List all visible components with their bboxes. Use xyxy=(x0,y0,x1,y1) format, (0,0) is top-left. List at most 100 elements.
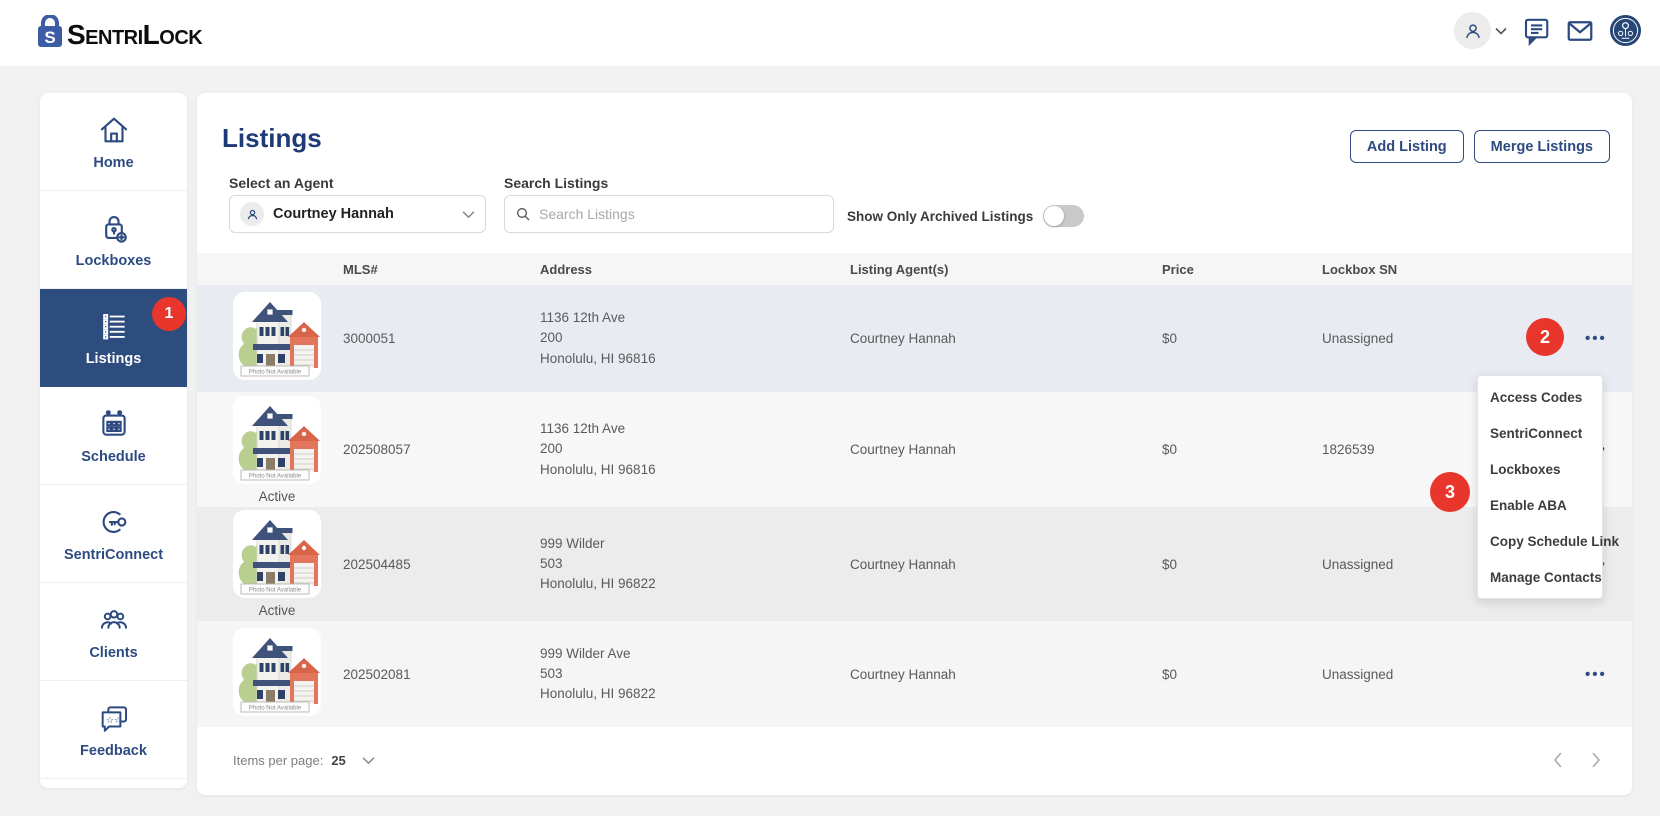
menu-item-sentriconnect[interactable]: SentriConnect xyxy=(1490,425,1583,441)
listing-thumbnail xyxy=(233,292,321,380)
sentrilock-lock-icon: S xyxy=(38,15,62,47)
row-more-options-button[interactable]: ••• xyxy=(1585,665,1607,683)
sidebar-item-sentriconnect[interactable]: SentriConnect xyxy=(40,485,187,583)
col-address: Address xyxy=(540,261,593,277)
listing-price: $0 xyxy=(1162,556,1178,572)
step-badge-3: 3 xyxy=(1430,472,1470,512)
person-icon xyxy=(247,209,257,219)
listing-price: $0 xyxy=(1162,442,1178,457)
sidebar-item-feedback[interactable]: ☆☆ Feedback xyxy=(40,681,187,779)
listings-panel: Listings Add Listing Merge Listings Sele… xyxy=(197,93,1632,795)
add-listing-button[interactable]: Add Listing xyxy=(1349,130,1464,163)
step-badge-1: 1 xyxy=(152,297,186,331)
listing-address: 999 Wilder Ave 503 Honolulu, HI 96822 xyxy=(540,645,656,702)
mls-number: 202508057 xyxy=(343,442,411,457)
listing-price: $0 xyxy=(1162,666,1178,682)
menu-item-manage-contacts[interactable]: Manage Contacts xyxy=(1490,569,1602,585)
lockbox-sn: Unassigned xyxy=(1322,556,1394,572)
sentriconnect-icon xyxy=(102,510,126,533)
sidebar-item-label: Clients xyxy=(89,644,138,661)
menu-item-access-codes[interactable]: Access Codes xyxy=(1490,389,1583,405)
listing-agent: Courtney Hannah xyxy=(850,556,956,572)
listing-status: Active xyxy=(258,488,296,504)
next-page-button[interactable] xyxy=(1590,751,1602,769)
sentrilock-logo[interactable]: S SentriLock xyxy=(36,15,203,50)
archived-toggle[interactable] xyxy=(1043,205,1085,227)
svg-text:☆☆: ☆☆ xyxy=(105,714,121,724)
brand-name: SentriLock xyxy=(67,19,203,50)
listing-address: 1136 12th Ave 200 Honolulu, HI 96816 xyxy=(540,310,656,366)
mail-icon[interactable] xyxy=(1565,16,1595,46)
listing-agent: Courtney Hannah xyxy=(850,331,956,346)
sidebar-item-label: Home xyxy=(93,154,134,171)
chevron-down-icon xyxy=(462,210,475,218)
agent-avatar xyxy=(240,202,264,226)
svg-text:S: S xyxy=(44,28,55,47)
items-per-page-select[interactable] xyxy=(362,756,375,765)
toggle-knob xyxy=(1044,206,1065,226)
chevron-down-icon xyxy=(1495,27,1507,35)
mls-number: 202504485 xyxy=(343,556,411,572)
lockbox-icon xyxy=(104,215,127,243)
agent-select-label: Select an Agent xyxy=(229,175,334,191)
table-row[interactable]: 3000051 1136 12th Ave 200 Honolulu, HI 9… xyxy=(197,285,1632,392)
listing-thumbnail xyxy=(233,396,321,484)
menu-item-enable-aba[interactable]: Enable ABA xyxy=(1490,497,1567,513)
lockbox-sn: Unassigned xyxy=(1322,666,1394,682)
person-icon xyxy=(1465,23,1480,38)
table-row[interactable]: 202502081 999 Wilder Ave 503 Honolulu, H… xyxy=(197,621,1632,727)
chat-icon[interactable] xyxy=(1521,16,1551,46)
sidebar-item-label: Feedback xyxy=(80,742,147,759)
row-more-options-button[interactable]: ••• xyxy=(1585,330,1607,347)
agent-select[interactable]: Courtney Hannah xyxy=(229,195,486,233)
pagination: Items per page: 25 xyxy=(197,727,1632,795)
mls-number: 3000051 xyxy=(343,331,396,346)
menu-item-copy-schedule-link[interactable]: Copy Schedule Link xyxy=(1490,533,1620,549)
sidebar-item-home[interactable]: Home xyxy=(40,93,187,191)
search-box xyxy=(504,195,834,233)
sidebar-item-label: Lockboxes xyxy=(75,252,152,269)
listing-status: Active xyxy=(258,603,296,618)
agent-select-value: Courtney Hannah xyxy=(273,206,394,222)
col-mls: MLS# xyxy=(343,261,378,277)
lockbox-sn: Unassigned xyxy=(1322,331,1394,346)
sidebar-item-label: Schedule xyxy=(81,448,146,465)
row-context-menu: Access Codes SentriConnect Lockboxes Ena… xyxy=(1477,375,1620,599)
feedback-icon: ☆☆ xyxy=(101,705,127,732)
table-header: MLS# Address Listing Agent(s) Price Lock… xyxy=(197,253,1632,285)
step-badge-2: 2 xyxy=(1526,318,1564,356)
search-input[interactable] xyxy=(539,206,823,222)
search-label: Search Listings xyxy=(504,175,609,191)
clients-icon xyxy=(100,609,127,629)
listing-agent: Courtney Hannah xyxy=(850,666,956,682)
calendar-icon xyxy=(101,409,126,436)
sidebar: Home Lockboxes Listings xyxy=(40,93,187,788)
search-icon xyxy=(517,208,530,221)
sidebar-item-schedule[interactable]: Schedule xyxy=(40,387,187,485)
user-menu[interactable] xyxy=(1454,12,1507,49)
sidebar-item-label: Listings xyxy=(85,351,142,367)
col-agent: Listing Agent(s) xyxy=(850,261,949,277)
listings-icon xyxy=(102,314,125,340)
listing-thumbnail xyxy=(233,510,321,598)
listing-address: 1136 12th Ave 200 Honolulu, HI 96816 xyxy=(540,421,656,477)
sidebar-item-label: SentriConnect xyxy=(63,546,164,563)
menu-item-lockboxes[interactable]: Lockboxes xyxy=(1490,461,1561,477)
page-title: Listings xyxy=(222,123,322,153)
merge-listings-button[interactable]: Merge Listings xyxy=(1473,130,1610,163)
sidebar-item-clients[interactable]: Clients xyxy=(40,583,187,681)
archived-toggle-label: Show Only Archived Listings xyxy=(847,208,1034,224)
listing-agent: Courtney Hannah xyxy=(850,442,956,457)
listing-thumbnail xyxy=(233,628,321,716)
items-per-page-value: 25 xyxy=(331,753,346,768)
association-logo-icon[interactable] xyxy=(1609,14,1642,47)
prev-page-button[interactable] xyxy=(1552,751,1564,769)
mls-number: 202502081 xyxy=(343,666,411,682)
items-per-page-label: Items per page: xyxy=(233,753,324,768)
listings-table: MLS# Address Listing Agent(s) Price Lock… xyxy=(197,253,1632,727)
table-row[interactable]: Active 202504485 999 Wilder 503 Honolulu… xyxy=(197,507,1632,621)
home-icon xyxy=(100,117,127,142)
sidebar-item-lockboxes[interactable]: Lockboxes xyxy=(40,191,187,289)
table-row[interactable]: Active 202508057 1136 12th Ave 200 Honol… xyxy=(197,392,1632,507)
lockbox-sn: 1826539 xyxy=(1322,442,1375,457)
